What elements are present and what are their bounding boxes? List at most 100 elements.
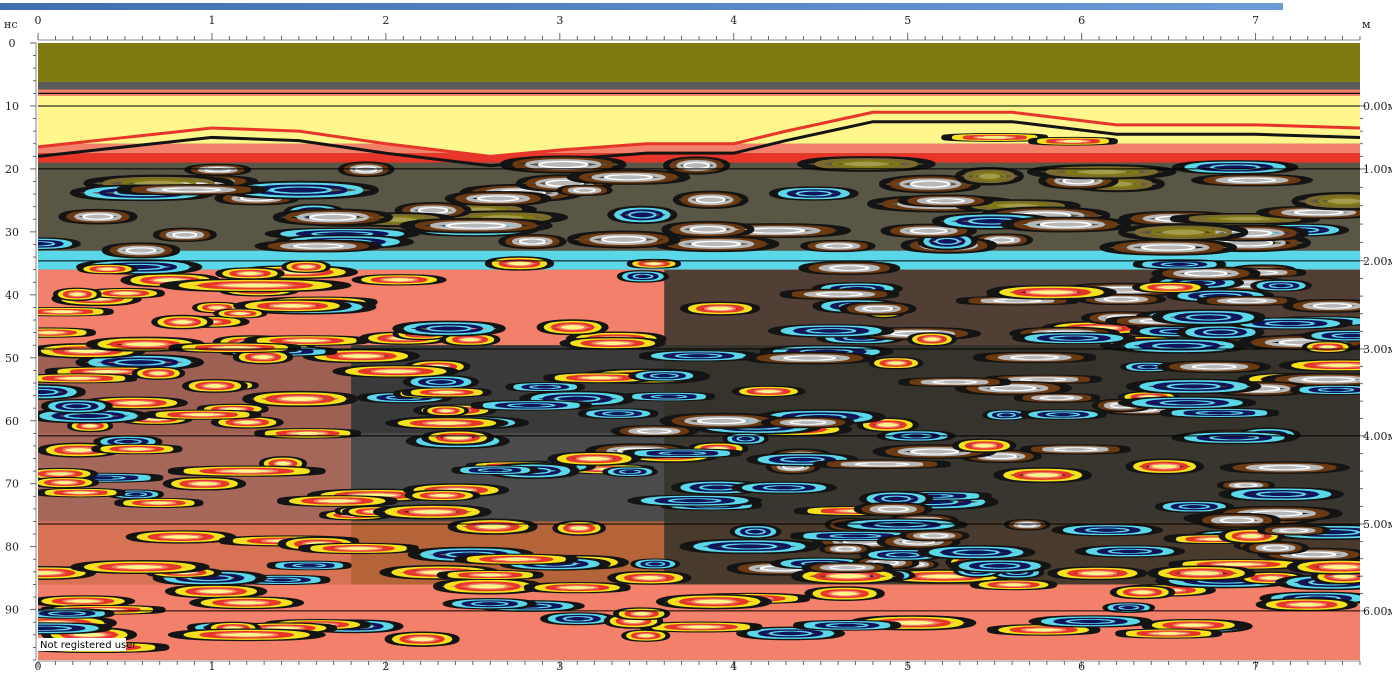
reflection-core xyxy=(986,454,1015,458)
reflection-core xyxy=(913,181,948,187)
reflection-ring xyxy=(873,494,919,504)
reflection-ring xyxy=(554,395,601,402)
reflection-ring xyxy=(814,158,919,170)
watermark-label: Not registered user xyxy=(40,640,137,651)
reflection-core xyxy=(38,242,53,246)
reflection-core xyxy=(621,470,639,473)
x-tick-label-bottom: 7 xyxy=(1252,660,1259,673)
x-tick-label-top: 4 xyxy=(730,14,737,27)
depth-tick-label: 0.00м xyxy=(1363,100,1392,113)
reflection-ring xyxy=(1150,227,1216,237)
reflection-core xyxy=(1161,230,1206,235)
reflection-core xyxy=(1326,198,1360,204)
reflection-ring xyxy=(1026,219,1106,230)
reflection-core xyxy=(430,494,456,497)
reflection-core xyxy=(219,633,274,637)
reflection-core xyxy=(1157,286,1183,289)
reflection-core xyxy=(996,299,1039,302)
reflection-ring xyxy=(466,193,531,204)
reflection-core xyxy=(1214,563,1263,566)
reflection-core xyxy=(174,233,196,237)
reflection-core xyxy=(630,212,654,218)
reflection-core xyxy=(833,535,878,537)
reflection-core xyxy=(1281,529,1306,532)
reflection-core xyxy=(887,361,905,365)
reflection-core xyxy=(787,356,833,360)
reflection-core xyxy=(976,136,1013,139)
reflection-ring xyxy=(38,388,59,396)
reflection-core xyxy=(560,325,585,330)
reflection-core xyxy=(1150,632,1187,635)
reflection-core xyxy=(632,612,651,616)
reflection-core xyxy=(578,457,610,461)
reflection-ring xyxy=(121,341,169,348)
reflection-core xyxy=(913,449,956,454)
reflection-core xyxy=(809,329,853,333)
reflection-core xyxy=(312,215,354,220)
reflection-core xyxy=(1181,505,1208,508)
reflection-core xyxy=(219,470,274,473)
reflection-core xyxy=(1222,518,1252,523)
reflection-core xyxy=(1048,413,1078,416)
reflection-core xyxy=(420,208,446,213)
reflection-core xyxy=(1205,330,1235,334)
reflection-core xyxy=(1260,576,1283,580)
reflection-core xyxy=(1260,492,1303,496)
reflection-core xyxy=(1289,603,1324,607)
layer-band xyxy=(38,250,1360,270)
y-tick-label: 10 xyxy=(5,100,19,113)
reflection-core xyxy=(685,163,708,168)
reflection-core xyxy=(1145,245,1192,250)
reflection-core xyxy=(1053,336,1095,340)
reflection-core xyxy=(253,355,273,359)
reflection-ring xyxy=(265,393,335,404)
reflection-core xyxy=(832,566,863,569)
reflection-core xyxy=(594,341,631,345)
reflection-core xyxy=(1106,298,1137,301)
reflection-ring xyxy=(114,359,166,366)
reflection-core xyxy=(1043,222,1088,227)
x-tick-label-bottom: 3 xyxy=(556,660,563,673)
reflection-core xyxy=(1297,210,1340,214)
reflection-core xyxy=(700,419,743,423)
x-tick-label-bottom: 2 xyxy=(382,660,389,673)
reflection-core xyxy=(1305,378,1352,382)
reflection-core xyxy=(1132,590,1154,594)
reflection-core xyxy=(472,574,509,576)
reflection-core xyxy=(1013,356,1056,359)
reflection-core xyxy=(298,265,315,269)
reflection-core xyxy=(1262,466,1307,469)
reflection-core xyxy=(199,589,234,593)
reflection-ring xyxy=(972,171,1007,181)
reflection-core xyxy=(222,283,289,287)
reflection-core xyxy=(1320,388,1352,391)
reflection-core xyxy=(973,443,995,448)
reflection-core xyxy=(837,547,855,551)
layer-band xyxy=(38,43,1360,83)
x-tick-label-top: 0 xyxy=(35,14,42,27)
reflection-core xyxy=(825,244,851,248)
reflection-ring xyxy=(690,598,738,605)
reflection-core xyxy=(338,547,379,550)
y-tick-label: 50 xyxy=(5,352,19,365)
reflection-core xyxy=(548,181,581,186)
reflection-core xyxy=(565,617,591,621)
reflection-core xyxy=(1164,263,1195,266)
reflection-ring xyxy=(74,211,122,222)
reflection-ring xyxy=(684,416,759,426)
reflection-ring xyxy=(1308,562,1360,572)
reflection-core xyxy=(38,627,68,630)
reflection-core xyxy=(227,601,266,605)
reflection-ring xyxy=(417,207,449,214)
reflection-ring xyxy=(429,220,522,231)
reflection-core xyxy=(116,565,164,569)
reflection-ring xyxy=(1152,381,1235,392)
reflection-core xyxy=(428,380,454,384)
reflection-core xyxy=(68,349,108,353)
reflection-ring xyxy=(308,213,357,221)
reflection-core xyxy=(125,342,166,346)
reflection-ring xyxy=(696,417,747,425)
reflection-ring xyxy=(465,521,520,532)
reflection-core xyxy=(725,544,773,549)
reflection-core xyxy=(783,458,822,462)
